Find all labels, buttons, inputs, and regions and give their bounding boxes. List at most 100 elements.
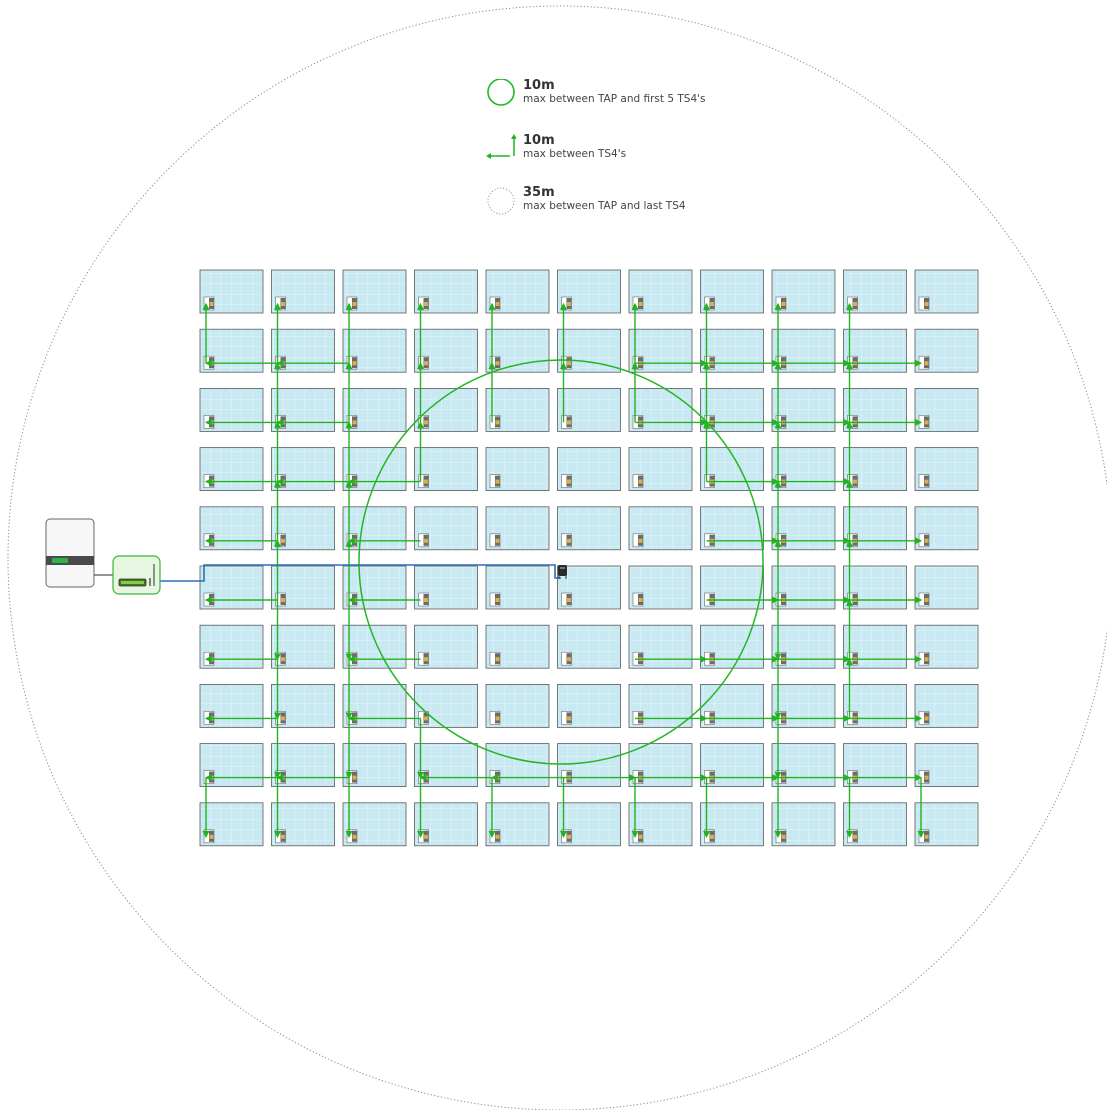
solar-panel bbox=[485, 624, 550, 669]
legend-distance: 10m bbox=[523, 78, 555, 93]
solar-panel bbox=[700, 506, 764, 551]
green-arrows-icon bbox=[486, 134, 516, 159]
tap-icon[interactable] bbox=[558, 565, 567, 579]
solar-panel bbox=[557, 743, 621, 787]
solar-panel bbox=[485, 565, 550, 610]
ts4-optimizer-icon bbox=[489, 711, 501, 725]
ts4-optimizer-icon bbox=[561, 415, 572, 429]
solar-panel bbox=[843, 565, 907, 610]
solar-panel bbox=[771, 802, 836, 847]
solar-panel bbox=[914, 387, 979, 432]
solar-panel bbox=[771, 387, 836, 432]
solar-panel bbox=[485, 328, 550, 373]
solar-panel bbox=[700, 624, 764, 669]
solar-panel bbox=[771, 624, 836, 669]
solar-panel bbox=[914, 565, 979, 610]
ts4-optimizer-icon bbox=[489, 474, 501, 488]
solar-panel bbox=[700, 802, 764, 847]
solar-panel bbox=[628, 387, 693, 432]
solar-panel bbox=[342, 684, 407, 728]
solar-panel bbox=[557, 269, 621, 314]
solar-panel bbox=[914, 743, 979, 787]
solar-panel bbox=[914, 328, 979, 373]
solar-panel bbox=[271, 624, 335, 669]
ts4-connections bbox=[202, 302, 925, 838]
solar-panel bbox=[771, 565, 836, 610]
solar-panel bbox=[199, 387, 264, 432]
solar-panel bbox=[342, 743, 407, 787]
ts4-optimizer-icon bbox=[561, 533, 572, 548]
solar-panel bbox=[271, 802, 335, 847]
solar-panel bbox=[414, 565, 478, 610]
solar-panel bbox=[843, 506, 907, 551]
legend-text: max between TAP and last TS4 bbox=[523, 200, 686, 212]
solar-panel bbox=[557, 565, 621, 610]
dotted-circle-icon bbox=[487, 187, 515, 215]
ts4-optimizer-icon bbox=[918, 296, 930, 311]
green-circle-icon bbox=[487, 79, 515, 106]
solar-panel bbox=[628, 565, 693, 610]
solar-panel bbox=[342, 802, 407, 847]
solar-panel-array bbox=[199, 269, 979, 847]
solar-panel bbox=[628, 328, 693, 373]
legend-text: max between TS4's bbox=[523, 148, 627, 160]
solar-panel bbox=[342, 328, 407, 373]
solar-panel bbox=[628, 269, 693, 314]
solar-panel bbox=[700, 565, 764, 610]
inverter-icon[interactable] bbox=[45, 518, 113, 588]
solar-panel bbox=[414, 684, 478, 728]
solar-panel bbox=[485, 387, 550, 432]
solar-panel bbox=[485, 447, 550, 492]
solar-panel bbox=[843, 447, 907, 492]
solar-panel bbox=[914, 684, 979, 728]
solar-panel bbox=[414, 743, 478, 787]
solar-panel bbox=[771, 447, 836, 492]
solar-panel bbox=[914, 506, 979, 551]
solar-panel bbox=[414, 447, 478, 492]
solar-panel bbox=[485, 506, 550, 551]
ts4-optimizer-icon bbox=[632, 533, 644, 548]
legend-distance: 10m bbox=[523, 133, 555, 148]
solar-panel bbox=[342, 506, 407, 551]
solar-panel bbox=[271, 328, 335, 373]
solar-panel bbox=[557, 328, 621, 373]
ts4-optimizer-icon bbox=[561, 711, 572, 725]
solar-panel bbox=[771, 684, 836, 728]
solar-panel bbox=[271, 387, 335, 432]
solar-panel bbox=[557, 624, 621, 669]
solar-panel bbox=[271, 269, 335, 314]
solar-panel bbox=[914, 269, 979, 314]
comm-cable bbox=[160, 564, 561, 582]
solar-panel bbox=[914, 624, 979, 669]
solar-panel bbox=[771, 328, 836, 373]
solar-panel bbox=[843, 802, 907, 847]
legend-distance: 35m bbox=[523, 185, 555, 200]
ts4-optimizer-icon bbox=[918, 474, 930, 488]
solar-panel bbox=[271, 684, 335, 728]
solar-panel bbox=[771, 743, 836, 787]
solar-panel bbox=[199, 565, 264, 610]
solar-panel bbox=[557, 506, 621, 551]
ts4-optimizer-icon bbox=[489, 533, 501, 548]
legend-text: max between TAP and first 5 TS4's bbox=[523, 93, 706, 105]
solar-panel bbox=[843, 328, 907, 373]
solar-panel bbox=[414, 624, 478, 669]
solar-panel bbox=[628, 802, 693, 847]
solar-panel bbox=[485, 269, 550, 314]
solar-panel bbox=[843, 684, 907, 728]
solar-panel bbox=[557, 684, 621, 728]
ts4-optimizer-icon bbox=[561, 474, 572, 488]
solar-panel bbox=[771, 506, 836, 551]
gateway-icon[interactable] bbox=[112, 555, 161, 595]
solar-panel bbox=[271, 743, 335, 787]
solar-panel bbox=[628, 447, 693, 492]
solar-panel bbox=[914, 447, 979, 492]
solar-panel bbox=[342, 565, 407, 610]
solar-panel bbox=[700, 684, 764, 728]
solar-panel bbox=[414, 269, 478, 314]
solar-panel bbox=[557, 387, 621, 432]
solar-panel bbox=[700, 743, 764, 787]
solar-panel bbox=[271, 565, 335, 610]
solar-panel bbox=[342, 624, 407, 669]
